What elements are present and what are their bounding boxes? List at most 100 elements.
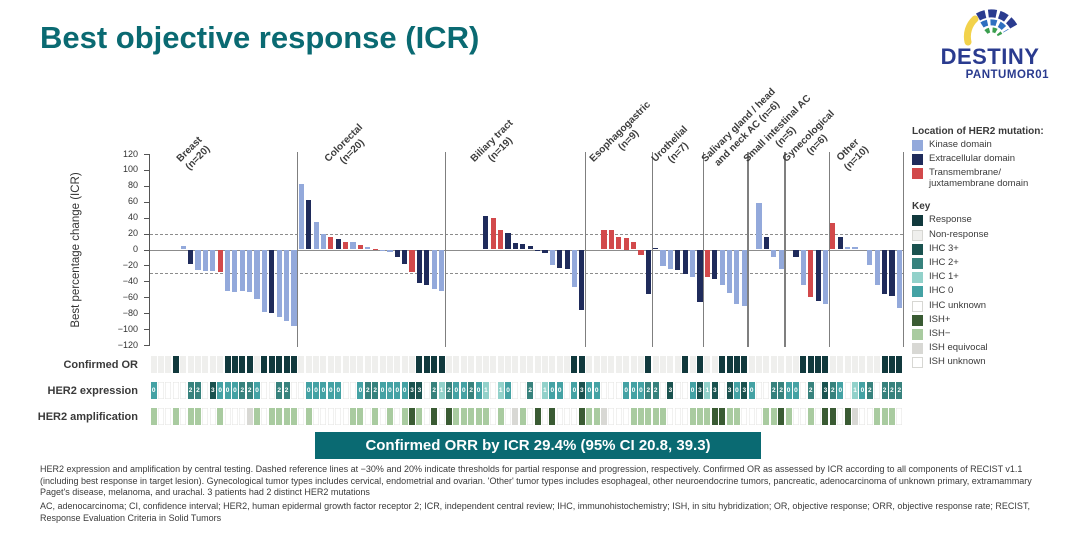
waterfall-bar — [350, 242, 356, 250]
her2-expression-cell: 2 — [246, 382, 253, 399]
confirmed-or-cell — [519, 356, 526, 373]
y-tick-mark — [144, 217, 150, 219]
her2-amplification-cell — [859, 408, 866, 425]
waterfall-bar — [763, 236, 769, 250]
her2-amplification-cell — [194, 408, 201, 425]
key-legend-label: ISH+ — [929, 313, 951, 325]
confirmed-or-cell — [453, 356, 460, 373]
her2-amplification-cell — [187, 408, 194, 425]
her2-amplification-cell — [158, 408, 165, 425]
waterfall-bar — [690, 249, 696, 278]
waterfall-bar — [815, 249, 821, 302]
confirmed-or-cell — [859, 356, 866, 373]
confirmed-or-cell — [578, 356, 585, 373]
her2-amplification-cell — [490, 408, 497, 425]
waterfall-bar — [653, 247, 659, 250]
key-legend-item: IHC 3+ — [912, 243, 1064, 255]
waterfall-bar — [527, 245, 533, 250]
her2-expression-cell: 1 — [852, 382, 858, 399]
her2-expression-cell: 3 — [667, 382, 674, 399]
her2-expression-cell: 0 — [637, 382, 644, 399]
her2-amplification-cell — [512, 408, 519, 425]
her2-amplification-cell — [556, 408, 563, 425]
her2-expression-cell: 0 — [224, 382, 231, 399]
her2-expression-cell: 0 — [386, 382, 393, 399]
her2-amplification-cell — [172, 408, 179, 425]
her2-amplification-cell — [593, 408, 600, 425]
confirmed-or-cell — [445, 356, 452, 373]
her2-amplification-cell — [674, 408, 681, 425]
y-tick-mark — [144, 313, 150, 315]
her2-expression-cell: 0 — [401, 382, 408, 399]
mutation-legend-swatch-icon — [912, 154, 923, 166]
confirmed-or-cell — [852, 356, 858, 373]
y-tick-label: 0 — [132, 244, 138, 254]
confirmed-or-cell — [601, 356, 607, 373]
confirmed-or-cell — [423, 356, 430, 373]
her2-amplification-cell — [615, 408, 622, 425]
waterfall-bar — [505, 232, 511, 250]
waterfall-bar — [638, 249, 644, 256]
confirmed-or-cell — [763, 356, 770, 373]
her2-expression-cell: 0 — [460, 382, 467, 399]
her2-amplification-cell — [239, 408, 246, 425]
confirmed-or-cell — [460, 356, 467, 373]
her2-amplification-cell — [379, 408, 386, 425]
her2-amplification-cell — [807, 408, 814, 425]
confirmed-or-cell — [165, 356, 172, 373]
her2-amplification-cell — [298, 408, 305, 425]
confirmed-or-cell — [719, 356, 726, 373]
her2-expression-cell: 0 — [733, 382, 740, 399]
her2-amplification-cell — [571, 408, 578, 425]
key-legend-item: ISH+ — [912, 313, 1064, 326]
her2-expression-cell — [674, 382, 681, 399]
her2-expression-cell: 0 — [505, 382, 512, 399]
her2-amplification-cell — [409, 408, 416, 425]
key-legend-swatch-icon — [912, 343, 923, 355]
her2-amplification-cell — [792, 408, 799, 425]
her2-amplification-cell — [335, 408, 342, 425]
orr-banner: Confirmed ORR by ICR 29.4% (95% CI 20.8,… — [315, 432, 761, 459]
her2-expression-cell: 2 — [283, 382, 290, 399]
her2-amplification-cell — [527, 408, 534, 425]
mutation-legend-item: Extracellular domain — [912, 153, 1064, 166]
key-legend-label: ISH unknown — [929, 356, 986, 368]
her2-amplification-cell — [741, 408, 748, 425]
waterfall-bar — [313, 221, 319, 250]
zero-gridline — [150, 249, 903, 251]
confirmed-or-cell — [350, 356, 356, 373]
logo-title: DESTINY — [940, 44, 1040, 69]
her2-amplification-cell — [386, 408, 393, 425]
waterfall-bar — [549, 249, 555, 266]
her2-expression-cell — [172, 382, 179, 399]
her2-amplification-cell — [468, 408, 475, 425]
key-legend-swatch-icon — [912, 328, 923, 340]
key-legend-items: Response Non-response IHC 3+ IHC 2+ IHC 1+ IH… — [912, 214, 1064, 369]
key-legend-swatch-icon — [912, 300, 923, 312]
her2-expression-cell: 0 — [320, 382, 327, 399]
confirmed-or-cell — [866, 356, 873, 373]
her2-amplification-cell — [564, 408, 571, 425]
group-label: Breast (n=20) — [175, 134, 213, 173]
reference-line-20 — [150, 233, 903, 235]
mutation-legend-title: Location of HER2 mutation: — [912, 126, 1044, 137]
her2-expression-cell — [202, 382, 209, 399]
her2-expression-cell: 3 — [741, 382, 748, 399]
her2-expression-cell — [800, 382, 807, 399]
her2-amplification-cell — [357, 408, 364, 425]
y-tick-mark — [144, 233, 150, 235]
waterfall-bar — [726, 249, 733, 294]
her2-amplification-cell — [800, 408, 807, 425]
her2-expression-cell — [261, 382, 268, 399]
her2-amplification-cell — [645, 408, 652, 425]
confirmed-or-cell — [689, 356, 696, 373]
confirmed-or-cell — [372, 356, 379, 373]
waterfall-bar — [291, 249, 297, 326]
key-legend-item: IHC 0 — [912, 285, 1064, 298]
her2-expression-cell: 0 — [792, 382, 799, 399]
waterfall-bar — [239, 249, 245, 291]
confirmed-or-cell — [593, 356, 600, 373]
her2-expression-cell: 2 — [527, 382, 534, 399]
her2-expression-cell: 2 — [896, 382, 903, 399]
group-divider — [703, 152, 705, 347]
